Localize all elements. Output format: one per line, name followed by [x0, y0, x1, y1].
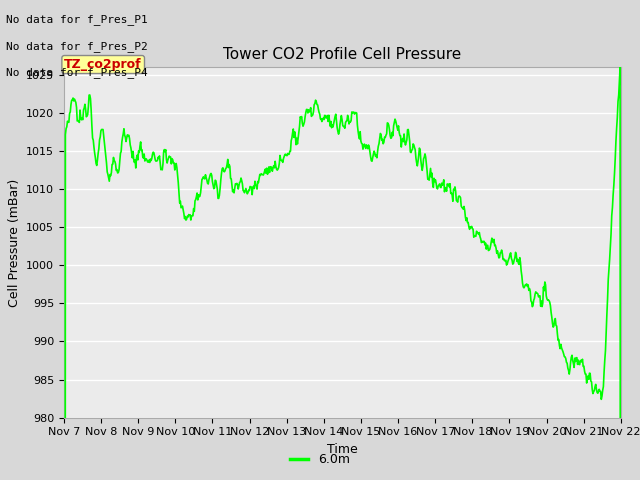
Text: No data for f_Pres_P4: No data for f_Pres_P4 — [6, 67, 148, 78]
Y-axis label: Cell Pressure (mBar): Cell Pressure (mBar) — [8, 178, 20, 307]
Legend: 6.0m: 6.0m — [285, 448, 355, 471]
X-axis label: Time: Time — [327, 443, 358, 456]
Text: TZ_co2prof: TZ_co2prof — [65, 58, 142, 71]
Title: Tower CO2 Profile Cell Pressure: Tower CO2 Profile Cell Pressure — [223, 47, 461, 62]
Text: No data for f_Pres_P2: No data for f_Pres_P2 — [6, 41, 148, 52]
Text: No data for f_Pres_P1: No data for f_Pres_P1 — [6, 14, 148, 25]
